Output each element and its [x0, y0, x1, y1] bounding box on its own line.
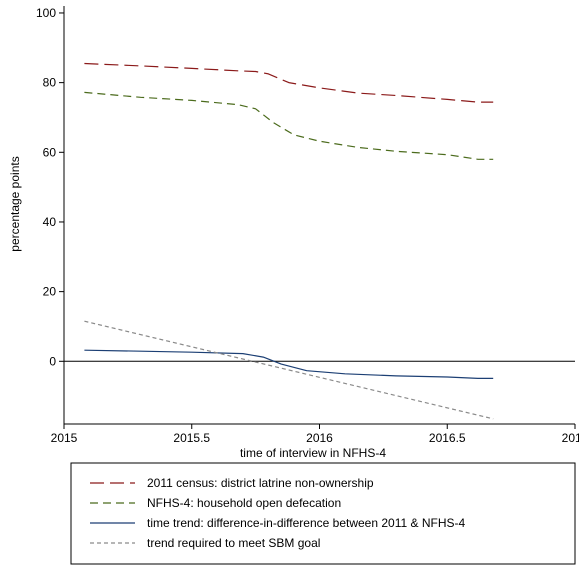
- y-tick-label: 60: [43, 145, 57, 159]
- x-axis-title: time of interview in NFHS-4: [240, 446, 386, 460]
- x-tick-label: 2016.5: [429, 431, 466, 445]
- x-tick-label: 2016: [306, 431, 333, 445]
- series-line-1: [84, 62, 494, 103]
- axes: 0 20 40 60 80 100 2015 2015.5 2016 2016.5 2017: [36, 6, 579, 445]
- y-tick-label: 20: [43, 285, 57, 299]
- legend-label-1: 2011 census: district latrine non-owners…: [147, 476, 374, 490]
- series-line-3: [84, 349, 494, 379]
- legend-label-3: time trend: difference-in-difference bet…: [147, 516, 465, 530]
- y-axis-title: percentage points: [8, 156, 22, 251]
- legend: 2011 census: district latrine non-owners…: [70, 462, 576, 565]
- y-tick-label: 100: [36, 6, 56, 20]
- legend-box: [70, 462, 576, 565]
- y-tick-label: 0: [49, 354, 56, 368]
- series-line-2: [84, 91, 494, 160]
- x-tick-label: 2015: [51, 431, 78, 445]
- series-line-4: [84, 320, 494, 420]
- x-tick-label: 2015.5: [173, 431, 210, 445]
- y-tick-label: 40: [43, 215, 57, 229]
- y-tick-label: 80: [43, 76, 57, 90]
- x-tick-label: 2017: [562, 431, 579, 445]
- plot-area: [64, 62, 575, 420]
- legend-label-4: trend required to meet SBM goal: [147, 536, 320, 550]
- legend-label-2: NFHS-4: household open defecation: [147, 496, 341, 510]
